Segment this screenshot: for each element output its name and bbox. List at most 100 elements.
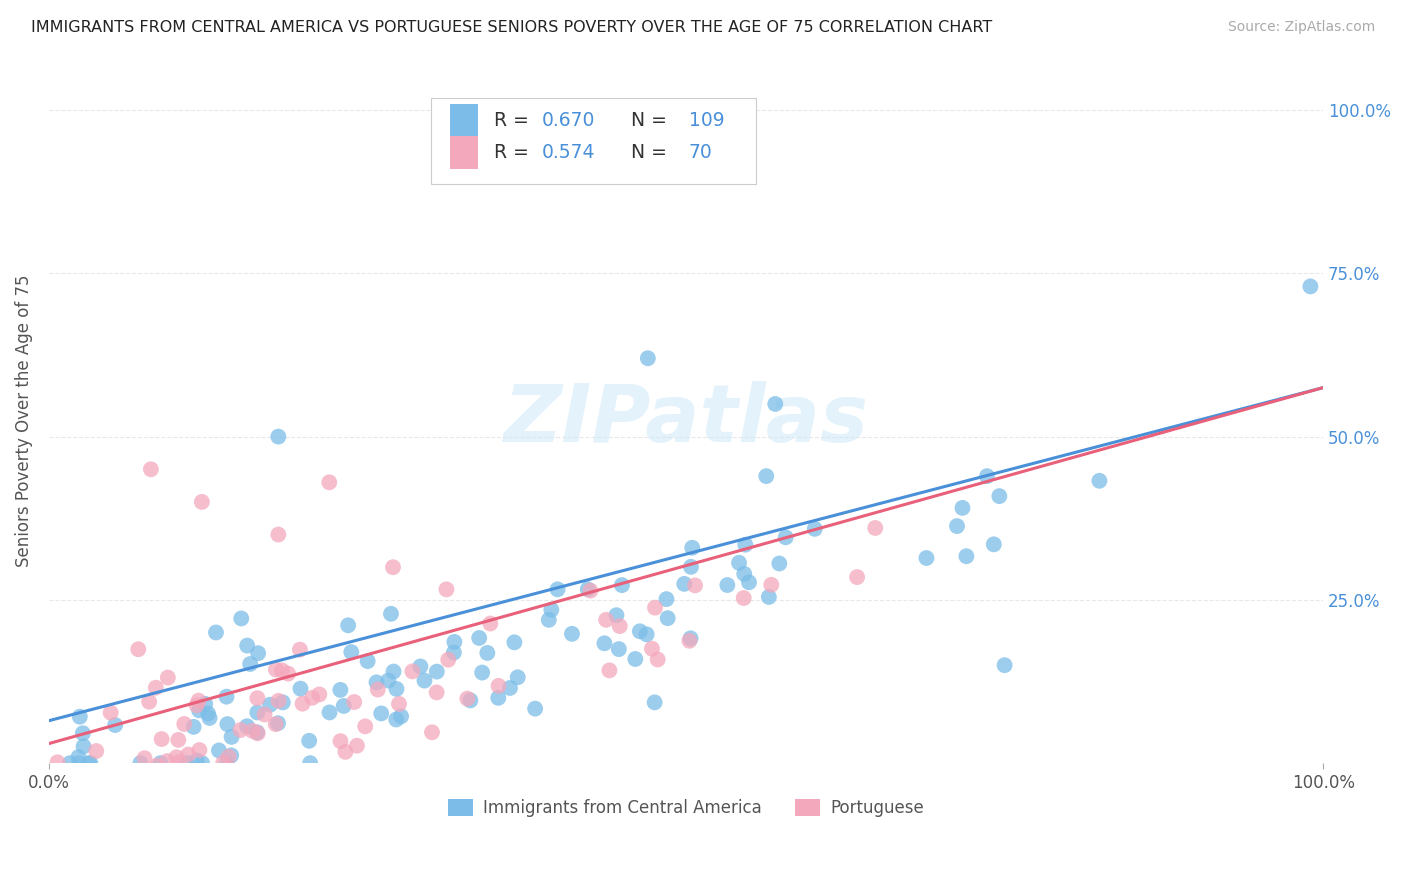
Point	[389, 709, 412, 723]
Point	[354, 719, 377, 733]
Point	[177, 747, 200, 762]
Point	[240, 723, 263, 738]
Point	[385, 713, 408, 727]
Point	[775, 530, 797, 544]
Point	[179, 774, 201, 789]
Point	[156, 754, 179, 768]
Point	[955, 549, 977, 564]
Point	[67, 750, 90, 764]
Point	[547, 582, 569, 597]
Point	[678, 633, 700, 648]
Point	[187, 693, 209, 707]
Text: 0.574: 0.574	[543, 144, 596, 162]
Point	[308, 687, 330, 701]
Point	[409, 659, 432, 673]
Point	[346, 739, 368, 753]
Point	[129, 756, 152, 771]
Point	[976, 469, 998, 483]
Text: 70: 70	[689, 144, 713, 162]
Point	[301, 690, 323, 705]
Point	[149, 756, 172, 771]
Point	[79, 756, 101, 771]
Point	[271, 695, 294, 709]
Y-axis label: Seniors Poverty Over the Age of 75: Seniors Poverty Over the Age of 75	[15, 274, 32, 566]
Text: IMMIGRANTS FROM CENTRAL AMERICA VS PORTUGUESE SENIORS POVERTY OVER THE AGE OF 75: IMMIGRANTS FROM CENTRAL AMERICA VS PORTU…	[31, 20, 993, 35]
Point	[169, 755, 191, 769]
Point	[637, 351, 659, 366]
Point	[426, 665, 449, 679]
Point	[413, 673, 436, 688]
Point	[994, 658, 1017, 673]
Point	[679, 559, 702, 574]
Point	[215, 756, 238, 771]
Point	[173, 717, 195, 731]
Text: R =: R =	[494, 144, 534, 162]
Point	[139, 462, 162, 476]
Point	[246, 725, 269, 739]
Text: Source: ZipAtlas.com: Source: ZipAtlas.com	[1227, 20, 1375, 34]
Point	[576, 582, 599, 597]
Point	[655, 592, 678, 607]
Point	[988, 489, 1011, 503]
Point	[104, 718, 127, 732]
Point	[377, 673, 399, 688]
Point	[183, 720, 205, 734]
Point	[641, 641, 664, 656]
Point	[188, 743, 211, 757]
Point	[264, 717, 287, 731]
Point	[679, 632, 702, 646]
Point	[681, 541, 703, 555]
Point	[72, 739, 94, 754]
Point	[382, 560, 405, 574]
Point	[946, 519, 969, 533]
Text: ZIPatlas: ZIPatlas	[503, 381, 869, 459]
Point	[624, 652, 647, 666]
Point	[437, 653, 460, 667]
Point	[593, 636, 616, 650]
Point	[468, 631, 491, 645]
Point	[436, 582, 458, 597]
Point	[1299, 279, 1322, 293]
Point	[46, 756, 69, 770]
Point	[598, 664, 620, 678]
Point	[218, 749, 240, 764]
Point	[259, 698, 281, 712]
Point	[610, 578, 633, 592]
Point	[343, 695, 366, 709]
Point	[146, 758, 169, 772]
Point	[239, 657, 262, 671]
Point	[69, 709, 91, 723]
Point	[335, 745, 357, 759]
Point	[191, 495, 214, 509]
Point	[579, 583, 602, 598]
Point	[127, 642, 149, 657]
Point	[1088, 474, 1111, 488]
Text: N =: N =	[619, 112, 672, 130]
Point	[499, 681, 522, 695]
Point	[337, 618, 360, 632]
Point	[647, 652, 669, 666]
Point	[803, 522, 825, 536]
Text: 0.670: 0.670	[543, 112, 596, 130]
Point	[67, 756, 90, 771]
Point	[198, 711, 221, 725]
Point	[236, 719, 259, 733]
Point	[246, 726, 269, 740]
Legend: Immigrants from Central America, Portuguese: Immigrants from Central America, Portugu…	[441, 792, 931, 823]
Point	[264, 663, 287, 677]
Point	[595, 613, 617, 627]
Point	[380, 607, 402, 621]
Point	[477, 646, 499, 660]
Text: N =: N =	[619, 144, 672, 162]
Point	[219, 748, 242, 763]
Point	[229, 723, 252, 737]
Point	[443, 635, 465, 649]
Point	[215, 690, 238, 704]
Point	[271, 664, 294, 678]
Point	[385, 681, 408, 696]
Point	[738, 575, 761, 590]
Point	[267, 527, 290, 541]
Point	[134, 751, 156, 765]
Point	[217, 717, 239, 731]
Point	[186, 698, 208, 713]
